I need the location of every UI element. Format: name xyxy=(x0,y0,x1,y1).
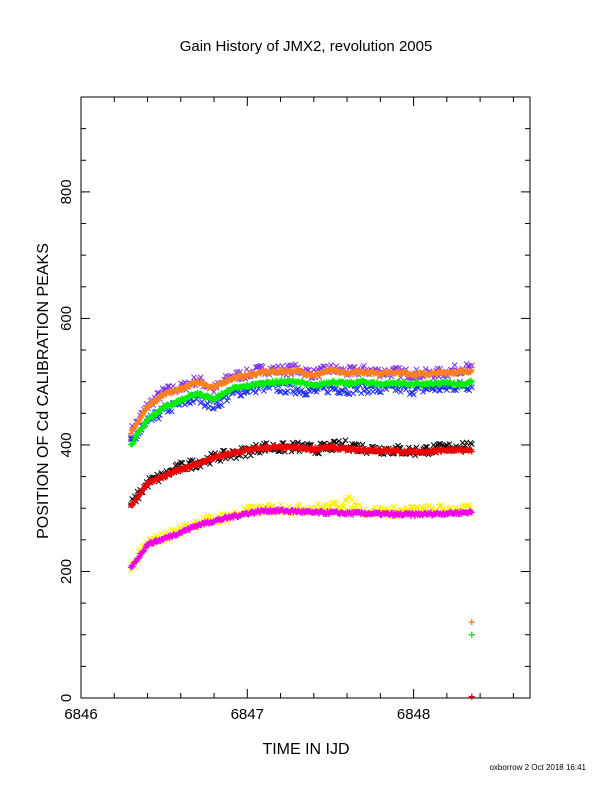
data-point xyxy=(164,383,171,390)
data-point xyxy=(245,503,251,510)
data-point xyxy=(209,405,216,412)
data-point xyxy=(234,375,241,382)
data-point xyxy=(131,424,138,431)
data-point xyxy=(391,503,398,510)
data-point xyxy=(192,518,199,524)
data-point xyxy=(218,402,225,409)
data-point xyxy=(468,619,475,626)
data-point xyxy=(356,502,363,509)
data-point xyxy=(128,502,135,509)
data-point xyxy=(376,388,383,395)
data-point xyxy=(438,502,445,509)
data-point xyxy=(264,501,271,508)
data-point xyxy=(397,388,404,395)
data-point xyxy=(260,387,267,394)
data-point xyxy=(342,384,349,391)
data-point xyxy=(133,558,140,565)
data-point xyxy=(242,453,249,460)
data-point xyxy=(345,493,352,500)
data-point xyxy=(168,408,175,415)
x-tick-label: 6848 xyxy=(397,706,430,723)
data-point xyxy=(468,448,475,455)
data-point xyxy=(451,362,458,369)
data-point xyxy=(339,503,346,510)
data-point xyxy=(174,461,180,468)
data-point xyxy=(136,554,143,561)
data-point xyxy=(129,563,136,570)
data-point xyxy=(138,414,145,421)
data-point xyxy=(410,391,417,398)
data-point xyxy=(468,367,475,374)
data-point xyxy=(284,387,291,394)
data-point xyxy=(378,389,384,396)
data-point xyxy=(216,394,223,401)
data-point xyxy=(252,389,259,396)
data-point xyxy=(316,450,323,457)
data-point xyxy=(127,430,134,437)
data-point xyxy=(468,693,475,700)
data-point xyxy=(468,441,475,448)
y-tick-label: 0 xyxy=(58,694,75,702)
y-tick-label: 200 xyxy=(58,559,75,584)
x-axis-label: TIME IN IJD xyxy=(262,741,349,758)
data-point xyxy=(189,399,196,405)
data-point xyxy=(224,397,230,404)
data-point xyxy=(360,362,367,369)
data-point xyxy=(287,362,294,369)
data-point xyxy=(301,391,308,398)
y-tick-label: 800 xyxy=(58,179,75,204)
data-point xyxy=(277,501,284,508)
x-tick-label: 6847 xyxy=(231,706,264,723)
data-point xyxy=(338,387,345,394)
data-point xyxy=(468,509,475,516)
data-point xyxy=(210,405,217,412)
data-point xyxy=(437,502,444,509)
data-point xyxy=(468,378,475,385)
data-point xyxy=(304,391,311,398)
y-tick-label: 400 xyxy=(58,432,75,457)
y-axis-label: POSITION OF Cd CALIBRATION PEAKS xyxy=(35,243,52,539)
data-point xyxy=(197,374,204,381)
data-point xyxy=(359,441,366,448)
data-point xyxy=(341,503,348,510)
axis-tick-labels: 6846 6847 6848 0 200 400 600 800 xyxy=(58,179,430,723)
data-point xyxy=(204,400,211,407)
data-point xyxy=(130,439,137,446)
chart-title: Gain History of JMX2, revolution 2005 xyxy=(180,38,433,55)
data-point xyxy=(345,390,352,397)
data-markers xyxy=(127,360,475,700)
data-point xyxy=(237,392,244,399)
data-point xyxy=(181,379,188,386)
data-point xyxy=(135,555,142,562)
data-point xyxy=(179,460,186,466)
data-point xyxy=(468,362,475,369)
data-point xyxy=(276,388,283,395)
x-tick-label: 6846 xyxy=(64,706,97,723)
data-point xyxy=(177,459,184,466)
data-point xyxy=(281,389,288,396)
credit-stamp: oxborrow 2 Oct 2018 16:41 xyxy=(489,763,586,772)
data-point xyxy=(447,504,454,511)
data-point xyxy=(342,437,349,444)
data-point xyxy=(296,501,303,508)
axis-ticks xyxy=(80,96,530,699)
data-point xyxy=(324,501,330,508)
data-point xyxy=(468,631,475,638)
data-point xyxy=(217,393,224,400)
data-point xyxy=(133,432,140,439)
data-point xyxy=(408,504,415,511)
data-point xyxy=(149,414,156,421)
plot-frame xyxy=(80,96,531,699)
data-point xyxy=(467,377,474,384)
data-point xyxy=(335,438,342,445)
y-tick-label: 600 xyxy=(58,306,75,331)
data-point xyxy=(155,415,162,422)
data-point xyxy=(247,452,254,459)
